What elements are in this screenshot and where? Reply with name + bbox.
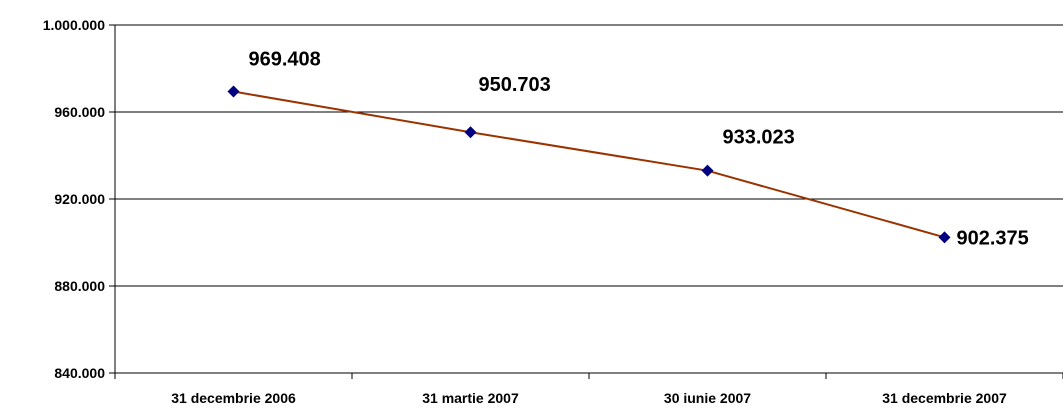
- data-label: 969.408: [249, 49, 321, 71]
- x-tick-label: 30 iunie 2007: [664, 390, 751, 406]
- x-tick-label: 31 martie 2007: [422, 390, 519, 406]
- axes: [109, 24, 1063, 379]
- data-label: 933.023: [723, 127, 795, 149]
- y-tick-label: 840.000: [54, 365, 105, 381]
- y-tick-label: 960.000: [54, 104, 105, 120]
- data-point-marker: [227, 85, 240, 98]
- data-point-marker: [464, 126, 477, 139]
- data-label: 950.703: [479, 74, 551, 96]
- data-point-marker: [938, 231, 951, 244]
- y-tick-label: 920.000: [54, 191, 105, 207]
- series-line: [233, 90, 945, 239]
- x-axis-tick-labels: 31 decembrie 2006 31 martie 2007 30 iunie …: [171, 390, 1007, 406]
- x-tick-label: 31 decembrie 2007: [882, 390, 1007, 406]
- gridlines: [115, 24, 1063, 287]
- data-labels: 969.408 950.703 933.023 902.375: [249, 49, 1029, 250]
- x-tick-label: 31 decembrie 2006: [171, 390, 296, 406]
- data-label: 902.375: [957, 227, 1029, 249]
- y-tick-label: 880.000: [54, 278, 105, 294]
- y-tick-label: 1.000.000: [43, 17, 105, 33]
- series: [227, 85, 951, 244]
- data-point-marker: [701, 164, 714, 177]
- y-axis-tick-labels: 840.000 880.000 920.000 960.000 1.000.000: [43, 17, 106, 381]
